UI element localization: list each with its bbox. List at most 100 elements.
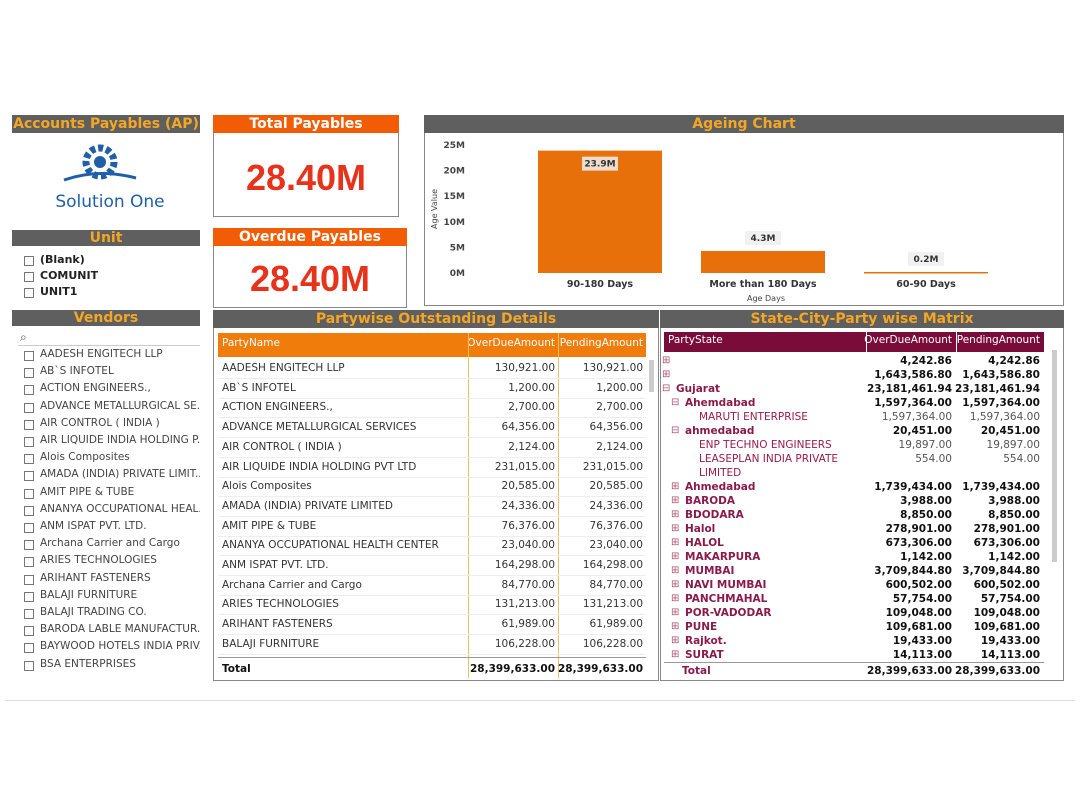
checkbox[interactable] xyxy=(24,256,34,266)
checkbox[interactable] xyxy=(24,540,34,551)
checkbox[interactable] xyxy=(24,419,34,430)
matrix-cell: 278,901.00 xyxy=(973,522,1040,535)
checkbox[interactable] xyxy=(24,574,34,585)
table-cell: 164,298.00 xyxy=(494,559,555,571)
checkbox[interactable] xyxy=(24,591,34,602)
checkbox[interactable] xyxy=(24,505,34,516)
slicer-item[interactable]: BALAJI TRADING CO. xyxy=(40,606,147,618)
expand-icon[interactable]: ⊞ xyxy=(671,648,680,660)
y-tick-label: 20M xyxy=(444,167,466,177)
logo-icon xyxy=(63,144,137,182)
checkbox[interactable] xyxy=(24,488,34,499)
checkbox[interactable] xyxy=(24,471,34,482)
slicer-item[interactable]: Archana Carrier and Cargo xyxy=(40,537,180,550)
checkbox[interactable] xyxy=(24,351,34,361)
slicer-item[interactable]: AB`S INFOTEL xyxy=(40,365,114,378)
slicer-item[interactable]: COMUNIT xyxy=(40,269,99,282)
table-cell: PartyName xyxy=(222,337,280,349)
card-value: 28.40M xyxy=(249,258,371,299)
slicer-item[interactable]: AADESH ENGITECH LLP xyxy=(40,348,163,360)
table-cell: 131,213.00 xyxy=(494,598,555,611)
expand-icon[interactable]: ⊞ xyxy=(662,368,671,380)
slicer-item[interactable]: AMIT PIPE & TUBE xyxy=(40,485,135,498)
matrix-cell: PendingAmount xyxy=(956,334,1040,346)
expand-icon[interactable]: ⊞ xyxy=(671,620,680,632)
checkbox[interactable] xyxy=(24,272,34,282)
expand-icon[interactable]: ⊞ xyxy=(671,550,680,562)
search-icon[interactable]: ⌕ xyxy=(20,330,27,344)
row-label: HALOL xyxy=(685,536,724,549)
checkbox[interactable] xyxy=(24,437,34,447)
search-line xyxy=(18,345,200,346)
table-cell: 1,200.00 xyxy=(596,381,643,394)
slicer-item[interactable]: (Blank) xyxy=(40,253,85,266)
table-cell: 164,298.00 xyxy=(582,559,643,571)
matrix-cell: 8,850.00 xyxy=(988,508,1040,521)
checkbox[interactable] xyxy=(24,643,34,654)
table-cell: Archana Carrier and Cargo xyxy=(222,578,362,591)
matrix-cell: 278,901.00 xyxy=(885,522,952,535)
row-label: BDODARA xyxy=(685,508,744,521)
matrix-cell: 673,306.00 xyxy=(885,536,952,549)
table-cell: AADESH ENGITECH LLP xyxy=(222,362,345,374)
expand-icon[interactable]: ⊞ xyxy=(671,536,680,548)
checkbox[interactable] xyxy=(24,385,34,396)
table-cell: ANANYA OCCUPATIONAL HEALTH CENTER xyxy=(222,539,439,552)
expand-icon[interactable]: ⊟ xyxy=(662,382,671,394)
slicer-item[interactable]: ARIES TECHNOLOGIES xyxy=(40,554,157,567)
slicer-item[interactable]: Alois Composites xyxy=(40,451,130,464)
checkbox[interactable] xyxy=(24,402,34,413)
expand-icon[interactable]: ⊞ xyxy=(671,634,680,646)
slicer-item[interactable]: BAYWOOD HOTELS INDIA PRIV... xyxy=(40,640,200,653)
expand-icon[interactable]: ⊟ xyxy=(671,396,680,408)
slicer-item[interactable]: ANM ISPAT PVT. LTD. xyxy=(40,520,147,532)
data-label: 23.9M xyxy=(584,160,615,170)
total-line xyxy=(664,662,1044,663)
table-cell: 28,399,633.00 xyxy=(557,663,643,675)
slicer-item[interactable]: AIR CONTROL ( INDIA ) xyxy=(40,416,160,429)
slicer-item[interactable]: ADVANCE METALLURGICAL SE... xyxy=(40,399,200,412)
table-cell: 20,585.00 xyxy=(589,480,643,493)
checkbox[interactable] xyxy=(24,626,34,637)
y-tick-label: 15M xyxy=(444,192,466,202)
table-cell: AB`S INFOTEL xyxy=(222,381,296,394)
expand-icon[interactable]: ⊞ xyxy=(671,494,680,506)
scrollbar[interactable] xyxy=(1052,350,1057,562)
expand-icon[interactable]: ⊞ xyxy=(662,355,671,366)
row-label: Ahmedabad xyxy=(685,480,756,493)
matrix-cell: 28,399,633.00 xyxy=(866,665,952,677)
expand-icon[interactable]: ⊞ xyxy=(671,606,680,618)
logo-text: Solution One xyxy=(55,192,165,212)
checkbox[interactable] xyxy=(24,454,34,465)
row-line xyxy=(218,476,646,478)
matrix-cell: 28,399,633.00 xyxy=(954,665,1040,677)
matrix-cell: PartyState xyxy=(668,334,723,346)
expand-icon[interactable]: ⊞ xyxy=(671,480,680,492)
checkbox[interactable] xyxy=(24,660,34,671)
slicer-item[interactable]: BSA ENTERPRISES xyxy=(40,657,136,670)
expand-icon[interactable]: ⊞ xyxy=(671,564,680,576)
row-label: SURAT xyxy=(685,648,724,661)
expand-icon[interactable]: ⊞ xyxy=(671,522,680,534)
expand-icon[interactable]: ⊟ xyxy=(671,424,680,436)
bar xyxy=(538,150,662,273)
slicer-item[interactable]: BALAJI FURNITURE xyxy=(40,588,138,601)
slicer-item[interactable]: BARODA LABLE MANUFACTUR... xyxy=(40,623,200,636)
slicer-item[interactable]: ANANYA OCCUPATIONAL HEAL... xyxy=(40,502,200,515)
slicer-item[interactable]: ARIHANT FASTENERS xyxy=(40,571,151,584)
expand-icon[interactable]: ⊞ xyxy=(671,578,680,590)
slicer-item[interactable]: AMADA (INDIA) PRIVATE LIMIT... xyxy=(40,468,200,481)
checkbox[interactable] xyxy=(24,523,34,533)
scrollbar[interactable] xyxy=(649,360,654,392)
checkbox[interactable] xyxy=(24,368,34,379)
slicer-item[interactable]: ACTION ENGINEERS., xyxy=(40,382,151,395)
checkbox[interactable] xyxy=(24,557,34,568)
checkbox[interactable] xyxy=(24,288,34,298)
slicer-item[interactable]: AIR LIQUIDE INDIA HOLDING P... xyxy=(40,434,200,446)
row-label: MARUTI ENTERPRISE xyxy=(699,410,808,423)
expand-icon[interactable]: ⊞ xyxy=(671,508,680,520)
slicer-item[interactable]: UNIT1 xyxy=(40,285,78,298)
expand-icon[interactable]: ⊞ xyxy=(671,592,680,604)
checkbox[interactable] xyxy=(24,609,34,619)
table-title: Partywise Outstanding Details xyxy=(213,310,659,328)
